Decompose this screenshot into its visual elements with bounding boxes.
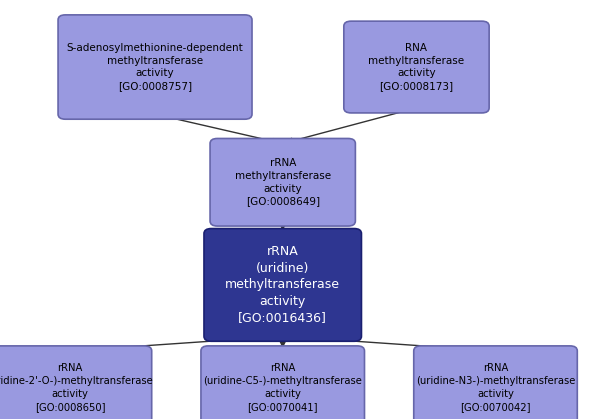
Text: rRNA
methyltransferase
activity
[GO:0008649]: rRNA methyltransferase activity [GO:0008… <box>235 158 331 207</box>
Text: rRNA
(uridine)
methyltransferase
activity
[GO:0016436]: rRNA (uridine) methyltransferase activit… <box>225 246 340 324</box>
FancyBboxPatch shape <box>210 139 355 226</box>
Text: RNA
methyltransferase
activity
[GO:0008173]: RNA methyltransferase activity [GO:00081… <box>368 43 465 91</box>
FancyBboxPatch shape <box>413 346 577 419</box>
Text: rRNA
(uridine-2'-O-)-methyltransferase
activity
[GO:0008650]: rRNA (uridine-2'-O-)-methyltransferase a… <box>0 363 153 412</box>
Text: S-adenosylmethionine-dependent
methyltransferase
activity
[GO:0008757]: S-adenosylmethionine-dependent methyltra… <box>67 43 243 91</box>
Text: rRNA
(uridine-N3-)-methyltransferase
activity
[GO:0070042]: rRNA (uridine-N3-)-methyltransferase act… <box>416 363 575 412</box>
FancyBboxPatch shape <box>58 15 252 119</box>
FancyBboxPatch shape <box>0 346 152 419</box>
FancyBboxPatch shape <box>344 21 489 113</box>
FancyBboxPatch shape <box>201 346 365 419</box>
FancyBboxPatch shape <box>204 229 361 341</box>
Text: rRNA
(uridine-C5-)-methyltransferase
activity
[GO:0070041]: rRNA (uridine-C5-)-methyltransferase act… <box>203 363 362 412</box>
